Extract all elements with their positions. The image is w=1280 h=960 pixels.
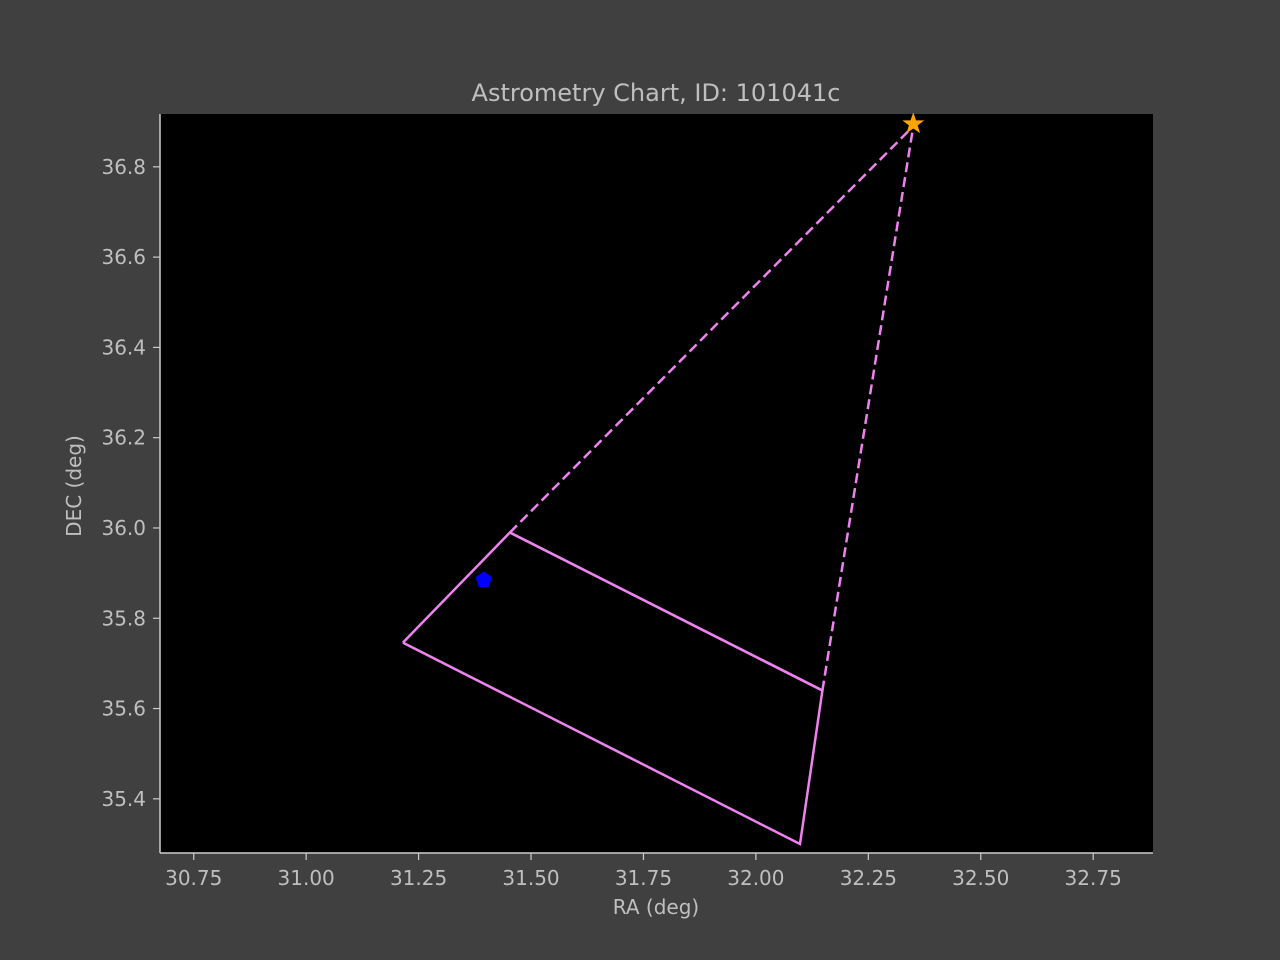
- y-tick-label: 36.2: [101, 426, 146, 450]
- y-axis-label: DEC (deg): [62, 435, 86, 537]
- footprint-divider: [509, 531, 823, 692]
- x-tick-label: 31.75: [615, 866, 672, 890]
- x-tick-label: 32.50: [952, 866, 1009, 890]
- x-tick-label: 31.25: [390, 866, 447, 890]
- x-tick-label: 31.50: [502, 866, 559, 890]
- x-tick-label: 32.25: [840, 866, 897, 890]
- x-tick-label: 32.75: [1065, 866, 1122, 890]
- x-axis-label: RA (deg): [613, 895, 699, 919]
- chart-marks: [402, 112, 925, 846]
- y-tick-label: 35.4: [101, 787, 146, 811]
- y-tick-label: 36.8: [101, 155, 146, 179]
- y-axis-ticks: 35.4 35.6 35.8 36.0 36.2 36.4 36.6 36.8: [101, 155, 160, 811]
- y-tick-label: 36.6: [101, 245, 146, 269]
- star-marker: [902, 112, 925, 134]
- x-tick-label: 30.75: [165, 866, 222, 890]
- projection-line: [821, 126, 915, 691]
- chart-title: Astrometry Chart, ID: 101041c: [472, 79, 841, 107]
- axes: [159, 114, 1153, 854]
- x-tick-label: 32.00: [727, 866, 784, 890]
- x-tick-label: 31.00: [278, 866, 335, 890]
- y-tick-label: 35.8: [101, 606, 146, 630]
- y-tick-label: 36.4: [101, 335, 146, 359]
- y-tick-label: 36.0: [101, 516, 146, 540]
- pentagon-marker: [475, 571, 492, 587]
- y-tick-label: 35.6: [101, 697, 146, 721]
- projection-line: [509, 125, 915, 534]
- x-axis-ticks: 30.75 31.00 31.25 31.50 31.75 32.00 32.25 32.50…: [165, 853, 1122, 890]
- plot-area: [160, 114, 1153, 853]
